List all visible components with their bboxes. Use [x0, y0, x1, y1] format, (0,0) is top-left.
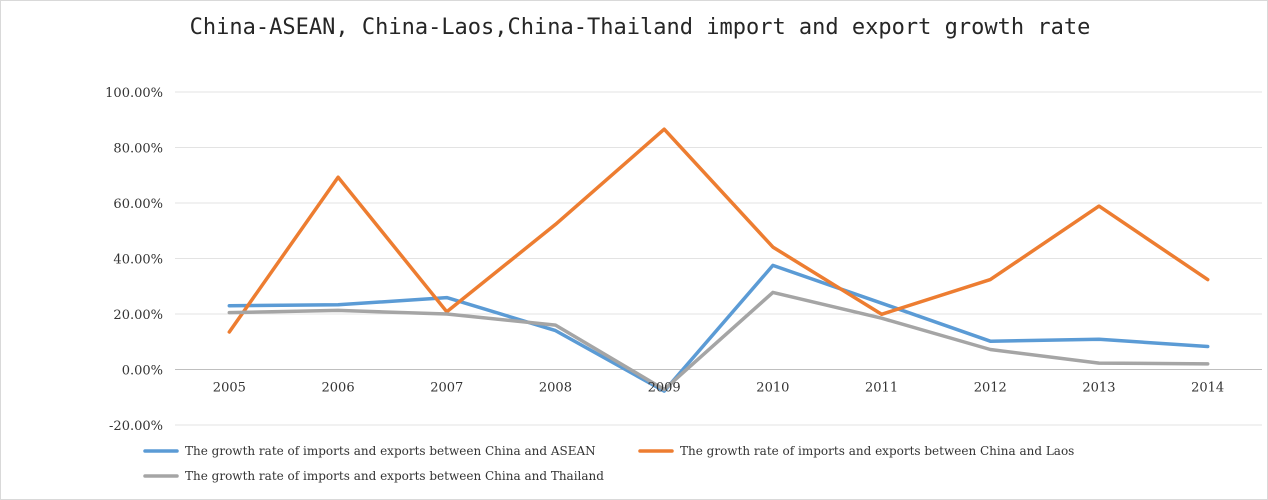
y-tick-label: 40.00%: [113, 253, 163, 268]
x-tick-label: 2014: [1191, 381, 1224, 396]
y-tick-label: 80.00%: [113, 142, 163, 157]
y-tick-label: 100.00%: [105, 86, 163, 101]
x-tick-label: 2010: [756, 381, 789, 396]
x-tick-label: 2011: [865, 381, 898, 396]
x-tick-label: 2005: [213, 381, 246, 396]
x-tick-label: 2007: [430, 381, 463, 396]
y-tick-label: 60.00%: [113, 197, 163, 212]
x-tick-label: 2006: [322, 381, 355, 396]
y-tick-label: 0.00%: [122, 364, 163, 379]
series-line-3: [227, 290, 1210, 392]
y-tick-label: -20.00%: [109, 419, 163, 434]
legend-label: The growth rate of imports and exports b…: [185, 444, 596, 458]
chart-title: China-ASEAN, China-Laos,China-Thailand i…: [190, 15, 1091, 40]
series-line-2: [227, 127, 1210, 334]
x-tick-label: 2013: [1082, 381, 1115, 396]
legend-item: The growth rate of imports and exports b…: [143, 469, 604, 483]
legend: The growth rate of imports and exports b…: [143, 444, 1074, 483]
y-tick-label: 20.00%: [113, 308, 163, 323]
legend-label: The growth rate of imports and exports b…: [185, 469, 604, 483]
x-axis-ticks: 2005 2006 2007 2008 2009 2010 2011 2012 2013 2014: [213, 381, 1224, 396]
x-tick-label: 2008: [539, 381, 572, 396]
y-axis-ticks: 100.00% 80.00% 60.00% 40.00% 20.00% 0.00% -20.…: [105, 86, 163, 434]
series-lines: [227, 127, 1210, 393]
series-line-1: [227, 263, 1210, 393]
legend-label: The growth rate of imports and exports b…: [680, 444, 1074, 458]
gridlines: [175, 91, 1262, 426]
legend-item: The growth rate of imports and exports b…: [638, 444, 1074, 458]
x-tick-label: 2009: [648, 381, 681, 396]
x-tick-label: 2012: [974, 381, 1007, 396]
legend-item: The growth rate of imports and exports b…: [143, 444, 596, 458]
